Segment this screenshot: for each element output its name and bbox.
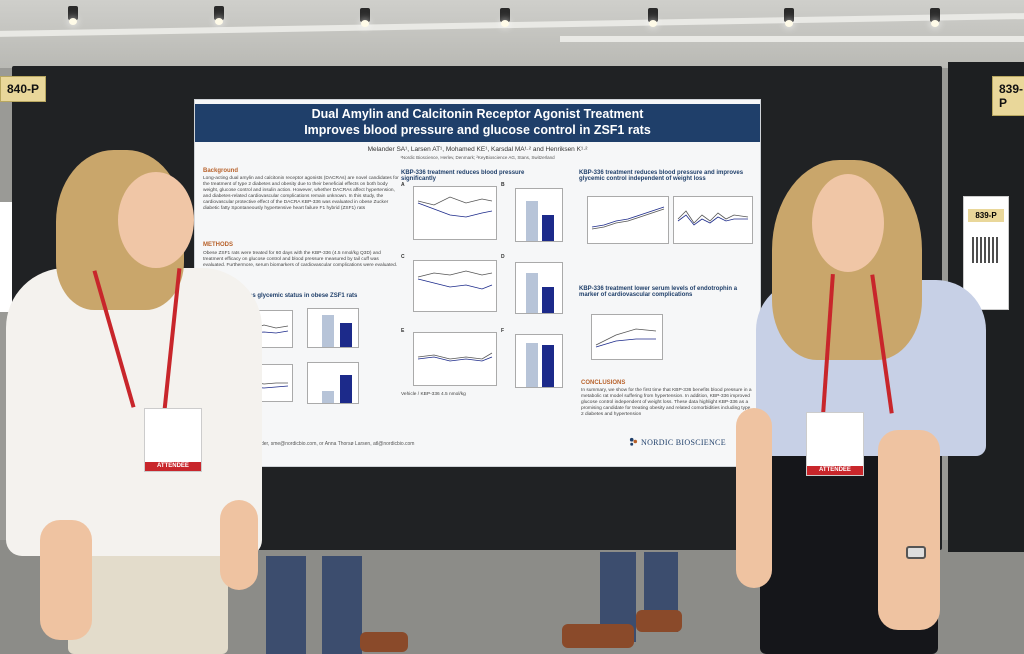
- bp-line-chart: [413, 186, 497, 240]
- ceiling-light: [214, 6, 224, 25]
- bp-bar-chart: [515, 188, 563, 242]
- panel-letter: A: [401, 182, 405, 188]
- presenter-left-hand: [220, 500, 258, 590]
- poster-title-line1: Dual Amylin and Calcitonin Receptor Agon…: [311, 107, 644, 121]
- presenter-right-arm: [736, 408, 772, 588]
- methods-text: Obese ZSF1 rats were treated for 60 days…: [203, 251, 398, 268]
- line-chart: [417, 352, 493, 362]
- heart-rate-line-chart: [413, 332, 497, 386]
- neighbor-poster-edge: [0, 202, 12, 312]
- endotrophin-chart: [591, 314, 663, 360]
- visitor-shoe: [636, 610, 682, 632]
- presenter-right-badge: ATTENDEE: [806, 412, 864, 476]
- poster-header: Dual Amylin and Calcitonin Receptor Agon…: [195, 104, 760, 142]
- neighbor-info-card: 839-P: [963, 196, 1009, 310]
- nordic-bioscience-logo: NORDIC BIOSCIENCE: [641, 438, 726, 447]
- panel-letter: F: [501, 328, 505, 334]
- food-intake-chart: [673, 196, 753, 244]
- qr-code-icon: [972, 237, 998, 263]
- presenter-right-arm: [878, 430, 940, 630]
- panel-letter: B: [501, 182, 505, 188]
- section-bp: KBP-336 treatment reduces blood pressure…: [401, 170, 525, 182]
- booth-number-left: 840-P: [0, 76, 47, 102]
- visitor-shoe: [562, 624, 634, 648]
- legend-kbp: KBP-336 4.5 nmol/kg: [420, 392, 466, 397]
- side-card-booth: 839-P: [968, 209, 1004, 222]
- contact-info: der, sme@nordicbio.com, or Anna Thorsø L…: [261, 441, 415, 447]
- body-weight-chart: [587, 196, 669, 244]
- legend-text: Vehicle / KBP-336 4.5 nmol/kg: [401, 392, 466, 397]
- presenter-left-hand: [40, 520, 92, 640]
- ceiling-light: [784, 8, 794, 27]
- conclusions-text: In summary, we show for the first time t…: [581, 388, 752, 417]
- background-text: Long-acting dual amylin and calcitonin r…: [203, 176, 399, 211]
- bar-vehicle: [526, 273, 538, 313]
- poster-title-line2: Improves blood pressure and glucose cont…: [304, 123, 651, 137]
- ceiling-beam: [0, 13, 1024, 37]
- line-chart: [417, 196, 493, 218]
- section-methods: METHODS: [203, 242, 233, 248]
- badge-attendee-label: ATTENDEE: [807, 466, 863, 475]
- ceiling-beam: [560, 36, 1024, 42]
- badge-attendee-label: ATTENDEE: [145, 462, 201, 471]
- ceiling-light: [930, 8, 940, 27]
- nordic-bioscience-logo-icon: [629, 437, 638, 446]
- bar-kbp: [542, 345, 554, 387]
- visitor-leg: [266, 556, 306, 654]
- hall-ceiling: [0, 0, 1024, 68]
- ceiling-light: [500, 8, 510, 27]
- poster-authors: Melander SA¹, Larsen AT¹, Mohamed KE¹, K…: [367, 146, 588, 153]
- line-chart: [417, 270, 493, 290]
- presenter-right-face: [812, 174, 884, 272]
- line-chart: [591, 206, 665, 230]
- line-chart: [677, 210, 749, 226]
- bar-chart-panel: [307, 362, 359, 404]
- visitor-leg: [322, 556, 362, 654]
- bar-vehicle: [526, 201, 538, 241]
- line-chart: [595, 328, 657, 348]
- panel-letter: E: [401, 328, 405, 334]
- section-conclusions: CONCLUSIONS: [581, 380, 626, 386]
- presenter-left-face: [118, 172, 194, 268]
- bp-line-chart: [413, 260, 497, 312]
- wristwatch-icon: [906, 546, 926, 559]
- ceiling-light: [360, 8, 370, 27]
- section-endotrophin: KBP-336 treatment lower serum levels of …: [579, 286, 738, 298]
- section-bp-right: KBP-336 treatment reduces blood pressure…: [579, 170, 744, 182]
- bar-kbp: [542, 287, 554, 313]
- panel-letter: C: [401, 254, 405, 260]
- bar-chart-panel: [307, 308, 359, 348]
- research-poster: Dual Amylin and Calcitonin Receptor Agon…: [194, 99, 761, 467]
- booth-number-right: 839-P: [992, 76, 1024, 116]
- bar-vehicle: [526, 343, 538, 387]
- ceiling-light: [648, 8, 658, 27]
- legend-vehicle: Vehicle: [401, 392, 417, 397]
- presenter-left-blouse: [6, 268, 262, 556]
- presenter-left-badge: ATTENDEE: [144, 408, 202, 472]
- visitor-shoe: [360, 632, 408, 652]
- bp-bar-chart: [515, 262, 563, 314]
- heart-rate-bar-chart: [515, 334, 563, 388]
- bar-kbp: [340, 375, 352, 403]
- panel-letter: D: [501, 254, 505, 260]
- bar-kbp: [340, 323, 352, 347]
- bar-vehicle: [322, 315, 334, 347]
- ceiling-light: [68, 6, 78, 25]
- bar-kbp: [542, 215, 554, 241]
- section-glycemic: improves glycemic status in obese ZSF1 r…: [229, 293, 358, 299]
- poster-affiliations: ¹Nordic Bioscience, Herlev, Denmark; ²Ke…: [400, 155, 555, 160]
- bar-vehicle: [322, 391, 334, 403]
- section-background: Background: [203, 168, 239, 174]
